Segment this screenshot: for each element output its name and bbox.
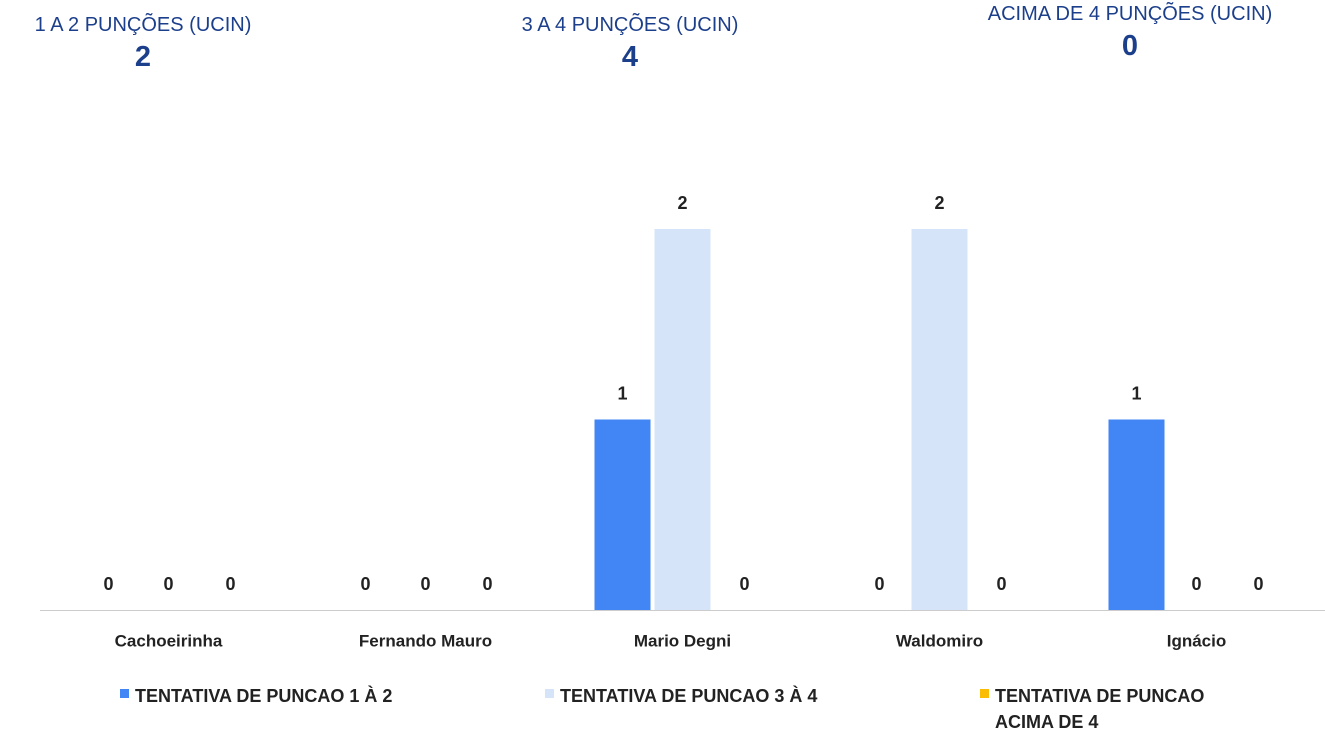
legend-item: TENTATIVA DE PUNCAO 3 À 4 (545, 683, 830, 709)
kpi-value: 0 (1121, 30, 1139, 62)
data-label: 0 (103, 574, 113, 594)
kpi-card: ACIMA DE 4 PUNÇÕES (UCIN) 0 (950, 3, 1310, 63)
bar (594, 419, 651, 610)
bar (1108, 419, 1165, 610)
bar (654, 229, 711, 610)
legend-swatch (980, 689, 989, 698)
x-tick-label: Ignácio (1167, 631, 1227, 650)
data-label: 0 (996, 574, 1006, 594)
kpi-card: 3 A 4 PUNÇÕES (UCIN) 4 (480, 14, 780, 74)
legend-label: TENTATIVA DE PUNCAO 1 À 2 (135, 686, 393, 706)
bar (911, 229, 968, 610)
legend-item: TENTATIVA DE PUNCAO ACIMA DE 4 (980, 683, 1265, 735)
legend-item: TENTATIVA DE PUNCAO 1 À 2 (120, 683, 405, 709)
data-label: 2 (934, 193, 944, 213)
data-label: 0 (1253, 574, 1263, 594)
legend-swatch (545, 689, 554, 698)
data-label: 0 (420, 574, 430, 594)
kpi-card: 1 A 2 PUNÇÕES (UCIN) 2 (0, 14, 286, 74)
data-label: 1 (1131, 383, 1141, 403)
x-tick-label: Fernando Mauro (359, 631, 492, 650)
kpi-label: 3 A 4 PUNÇÕES (UCIN) (521, 14, 739, 36)
data-label: 0 (163, 574, 173, 594)
data-label: 1 (617, 383, 627, 403)
data-label: 0 (1191, 574, 1201, 594)
data-label: 0 (225, 574, 235, 594)
legend-label: TENTATIVA DE PUNCAO 3 À 4 (560, 686, 818, 706)
x-tick-label: Waldomiro (896, 631, 983, 650)
data-label: 0 (360, 574, 370, 594)
data-label: 2 (677, 193, 687, 213)
data-label: 0 (482, 574, 492, 594)
data-label: 0 (739, 574, 749, 594)
data-label: 0 (874, 574, 884, 594)
kpi-label: ACIMA DE 4 PUNÇÕES (UCIN) (987, 3, 1273, 25)
kpi-value: 2 (134, 41, 152, 73)
legend-swatch (120, 689, 129, 698)
legend-label: TENTATIVA DE PUNCAO ACIMA DE 4 (995, 686, 1205, 732)
kpi-label: 1 A 2 PUNÇÕES (UCIN) (34, 14, 252, 36)
kpi-value: 4 (621, 41, 639, 73)
x-tick-label: Mario Degni (634, 631, 731, 650)
x-tick-label: Cachoeirinha (115, 631, 223, 650)
